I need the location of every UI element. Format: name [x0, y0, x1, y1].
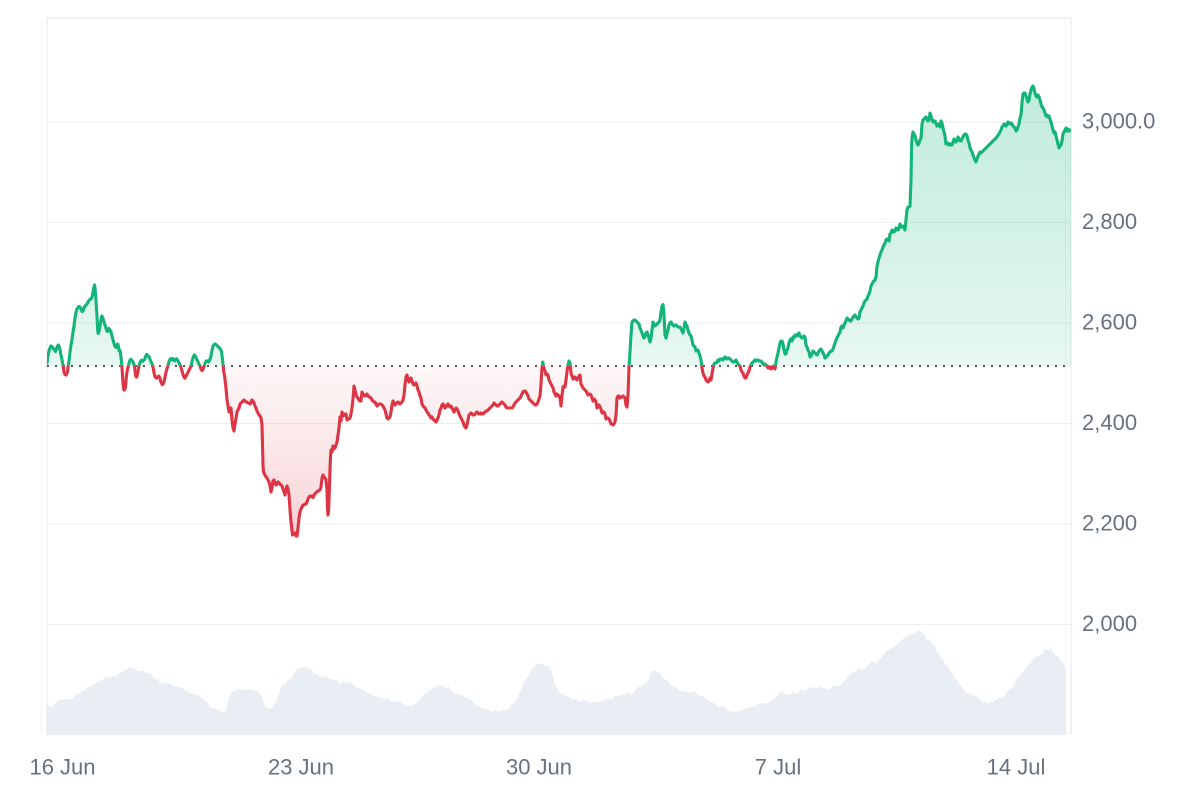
svg-text:16 Jun: 16 Jun: [29, 755, 95, 780]
svg-text:23 Jun: 23 Jun: [268, 755, 334, 780]
svg-text:30 Jun: 30 Jun: [506, 755, 572, 780]
svg-text:2,200: 2,200: [1082, 511, 1137, 536]
svg-text:2,400: 2,400: [1082, 410, 1137, 435]
svg-text:2,000: 2,000: [1082, 611, 1137, 636]
svg-text:14 Jul: 14 Jul: [987, 755, 1046, 780]
svg-text:2,800: 2,800: [1082, 209, 1137, 234]
svg-text:3,000.0: 3,000.0: [1082, 109, 1155, 134]
svg-text:7 Jul: 7 Jul: [755, 755, 801, 780]
svg-text:2,600: 2,600: [1082, 310, 1137, 335]
